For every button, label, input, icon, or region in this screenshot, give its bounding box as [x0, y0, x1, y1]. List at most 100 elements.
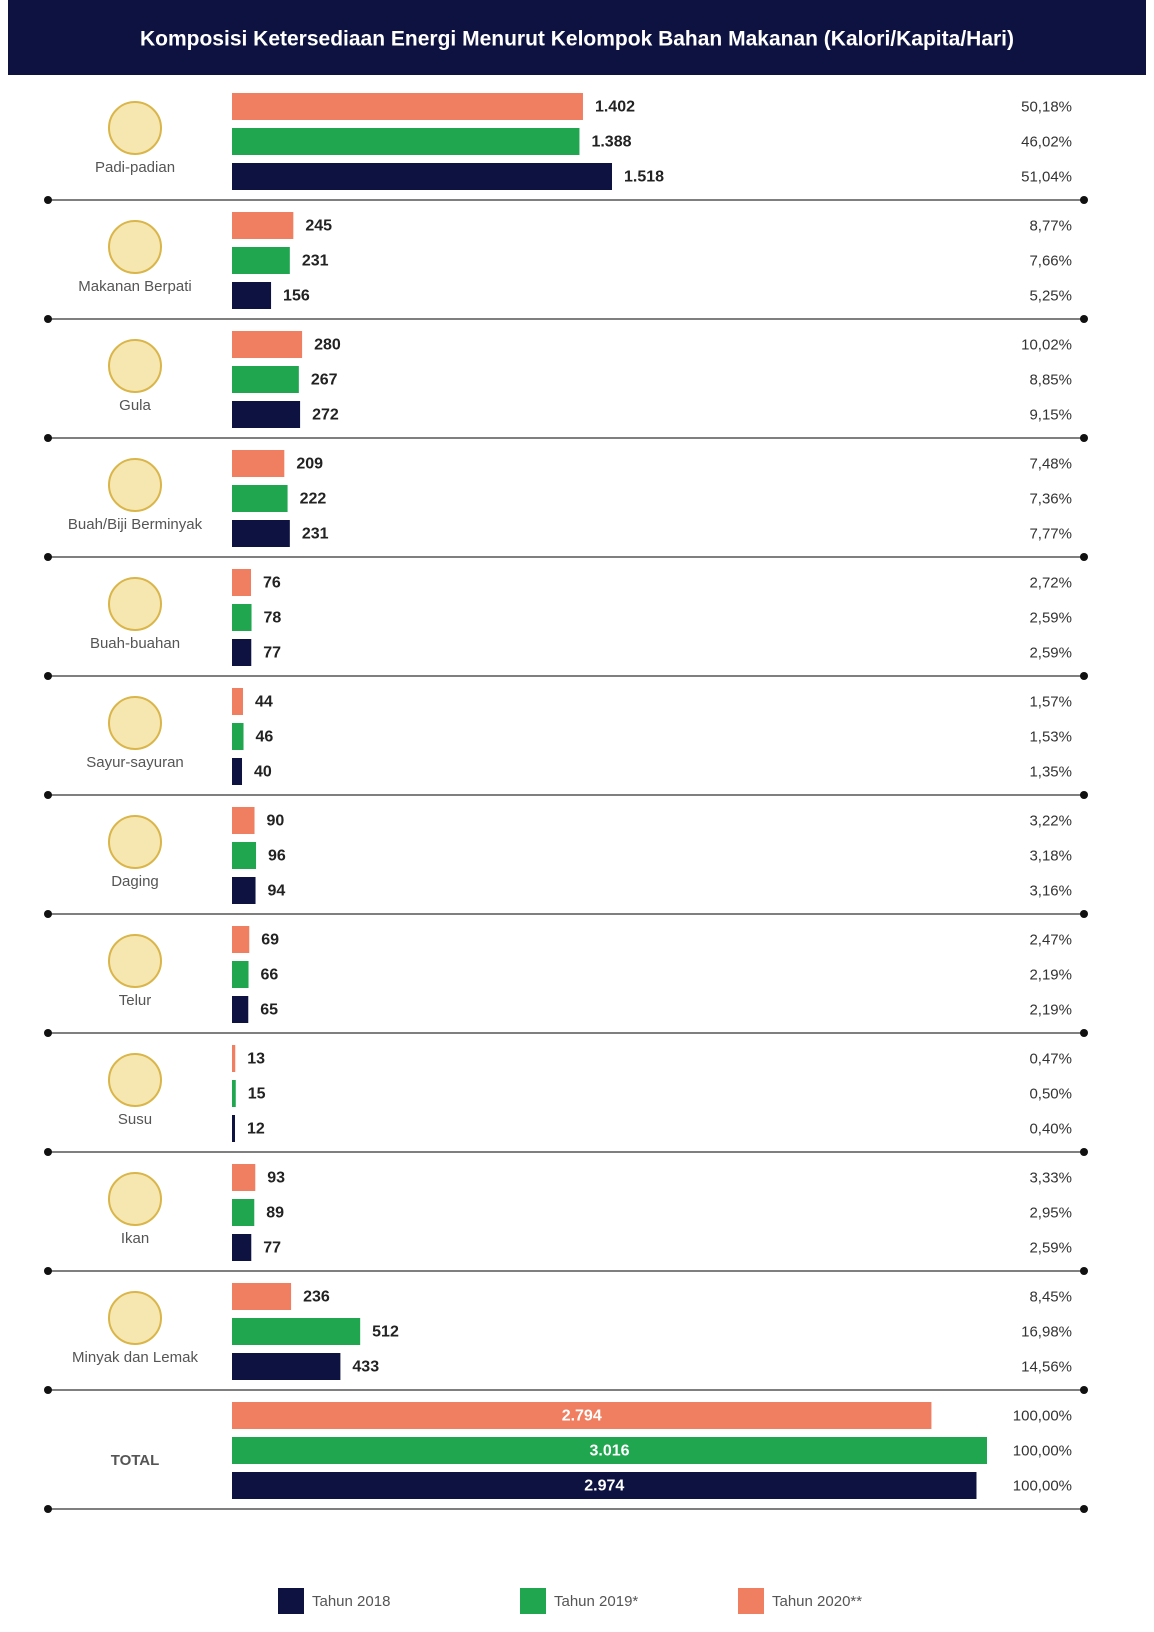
- separator-dot: [44, 434, 52, 442]
- bar: [232, 1164, 256, 1191]
- legend-label: Tahun 2018: [312, 1593, 390, 1610]
- value-label: 15: [248, 1086, 266, 1103]
- bar: [232, 212, 294, 239]
- bar: [232, 1115, 236, 1142]
- separator-dot: [1080, 910, 1088, 918]
- value-label: 13: [247, 1051, 265, 1068]
- value-label: 77: [263, 645, 281, 662]
- bar: [232, 1318, 361, 1345]
- separator-dot: [1080, 434, 1088, 442]
- bar: [232, 569, 252, 596]
- value-label: 512: [372, 1324, 399, 1341]
- bar: [232, 639, 252, 666]
- value-label: 2.794: [562, 1408, 602, 1425]
- value-label: 209: [296, 456, 323, 473]
- separator-dot: [44, 1267, 52, 1275]
- chart-title: Komposisi Ketersediaan Energi Menurut Ke…: [140, 28, 1014, 51]
- separator-dot: [1080, 791, 1088, 799]
- category-icon: [108, 934, 162, 988]
- separator-dot: [44, 315, 52, 323]
- value-label: 94: [268, 883, 286, 900]
- separator-dot: [1080, 315, 1088, 323]
- value-label: 222: [300, 491, 327, 508]
- separator-dot: [44, 672, 52, 680]
- percent-label: 3,18%: [1029, 847, 1072, 864]
- bar: [232, 128, 580, 155]
- title-bar: [8, 0, 1146, 75]
- percent-label: 46,02%: [1021, 133, 1072, 150]
- bar: [232, 961, 249, 988]
- percent-label: 0,50%: [1029, 1085, 1072, 1102]
- separator-dot: [1080, 1148, 1088, 1156]
- separator-dot: [44, 791, 52, 799]
- category-label: Susu: [118, 1111, 152, 1128]
- percent-label: 7,77%: [1029, 525, 1072, 542]
- bar: [232, 842, 257, 869]
- bar: [232, 1080, 236, 1107]
- legend-swatch: [738, 1588, 764, 1614]
- bar: [232, 996, 249, 1023]
- category-label: Daging: [111, 873, 159, 890]
- percent-label: 7,48%: [1029, 455, 1072, 472]
- category-icon: [108, 220, 162, 274]
- bar: [232, 1437, 987, 1464]
- value-label: 2.974: [584, 1478, 624, 1495]
- total-label: TOTAL: [111, 1452, 160, 1469]
- value-label: 90: [267, 813, 285, 830]
- separator-dot: [1080, 1267, 1088, 1275]
- value-label: 96: [268, 848, 286, 865]
- separator-dot: [1080, 1505, 1088, 1513]
- percent-label: 3,16%: [1029, 882, 1072, 899]
- category-label: Minyak dan Lemak: [72, 1349, 198, 1366]
- bar: [232, 1353, 341, 1380]
- value-label: 433: [352, 1359, 379, 1376]
- percent-label: 100,00%: [1013, 1407, 1072, 1424]
- value-label: 245: [305, 218, 332, 235]
- value-label: 231: [302, 526, 329, 543]
- percent-label: 5,25%: [1029, 287, 1072, 304]
- percent-label: 100,00%: [1013, 1477, 1072, 1494]
- bar: [232, 758, 243, 785]
- value-label: 66: [261, 967, 279, 984]
- value-label: 236: [303, 1289, 330, 1306]
- value-label: 78: [264, 610, 282, 627]
- bar: [232, 247, 290, 274]
- percent-label: 7,36%: [1029, 490, 1072, 507]
- bar: [232, 1402, 932, 1429]
- percent-label: 10,02%: [1021, 336, 1072, 353]
- bar: [232, 877, 256, 904]
- value-label: 1.402: [595, 99, 635, 116]
- value-label: 77: [263, 1240, 281, 1257]
- bar: [232, 1045, 236, 1072]
- percent-label: 1,57%: [1029, 693, 1072, 710]
- category-icon: [108, 696, 162, 750]
- category-icon: [108, 339, 162, 393]
- bar: [232, 723, 244, 750]
- percent-label: 1,53%: [1029, 728, 1072, 745]
- value-label: 89: [266, 1205, 284, 1222]
- category-label: Buah-buahan: [90, 635, 180, 652]
- category-icon: [108, 1172, 162, 1226]
- bar: [232, 1234, 252, 1261]
- percent-label: 2,47%: [1029, 931, 1072, 948]
- value-label: 1.518: [624, 169, 664, 186]
- category-icon: [108, 101, 162, 155]
- percent-label: 0,47%: [1029, 1050, 1072, 1067]
- value-label: 76: [263, 575, 281, 592]
- bar: [232, 1199, 255, 1226]
- percent-label: 50,18%: [1021, 98, 1072, 115]
- bar: [232, 926, 250, 953]
- category-label: Buah/Biji Berminyak: [68, 516, 203, 533]
- separator-dot: [1080, 672, 1088, 680]
- value-label: 46: [256, 729, 274, 746]
- category-icon: [108, 1053, 162, 1107]
- bar: [232, 282, 272, 309]
- legend-swatch: [278, 1588, 304, 1614]
- category-label: Sayur-sayuran: [86, 754, 184, 771]
- bar: [232, 485, 288, 512]
- separator-dot: [44, 553, 52, 561]
- bar: [232, 688, 244, 715]
- value-label: 40: [254, 764, 272, 781]
- percent-label: 51,04%: [1021, 168, 1072, 185]
- percent-label: 0,40%: [1029, 1120, 1072, 1137]
